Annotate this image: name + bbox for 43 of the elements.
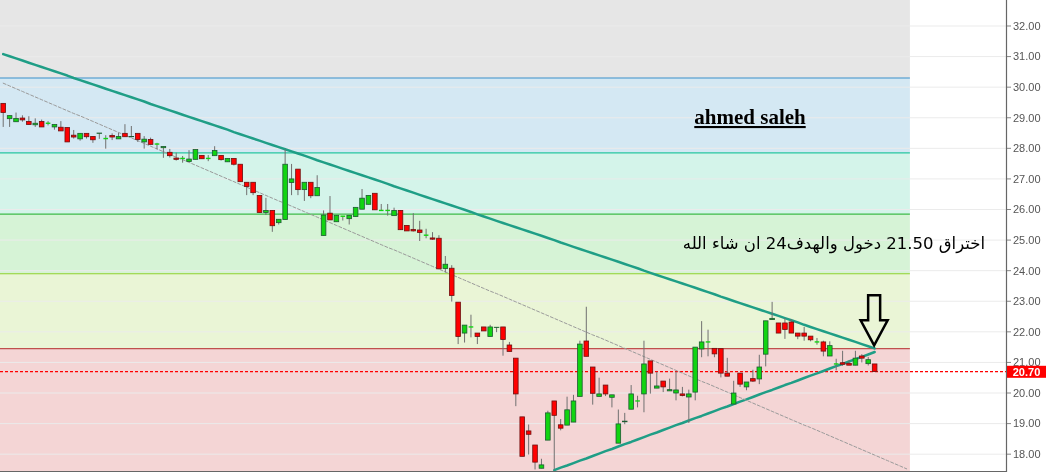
y-tick-label: 20.00: [1013, 386, 1041, 399]
candlestick: [153, 142, 160, 150]
candlestick: [500, 326, 506, 357]
y-tick-label: 19.00: [1013, 417, 1041, 430]
candlestick: [327, 195, 333, 221]
candlestick: [769, 301, 775, 321]
y-tick-label: 24.00: [1013, 264, 1041, 277]
candlestick: [730, 380, 737, 405]
candlestick: [160, 146, 167, 159]
candlestick: [647, 360, 654, 395]
candlestick: [122, 123, 128, 138]
y-tick-label: 18.00: [1013, 448, 1041, 461]
annotation: اختراق 21.50 دخول والهدف24 ان شاء الله: [682, 234, 985, 254]
candlestick: [0, 102, 6, 128]
candlestick: [128, 125, 135, 138]
candlestick: [423, 228, 430, 239]
candlestick: [686, 389, 692, 424]
candlestick: [532, 444, 538, 470]
y-tick-label: 28.00: [1013, 142, 1041, 155]
candlestick: [301, 181, 308, 202]
y-tick-label: 29.00: [1013, 111, 1041, 124]
candlestick: [813, 337, 820, 346]
candlestick: [269, 209, 276, 233]
candlestick: [609, 394, 615, 408]
y-tick-label: 31.00: [1013, 50, 1041, 63]
candlestick: [295, 168, 301, 196]
y-tick-label: 25.00: [1013, 233, 1041, 246]
candlestick: [551, 400, 557, 470]
y-tick-label: 32.00: [1013, 19, 1041, 32]
candlestick: [263, 197, 269, 216]
y-tick-label: 26.00: [1013, 203, 1041, 216]
annotation: ahmed saleh: [694, 105, 807, 129]
candlestick: [583, 306, 590, 357]
y-tick-label: 23.00: [1013, 295, 1041, 308]
candlestick: [596, 377, 602, 397]
y-tick-label: 27.00: [1013, 172, 1041, 185]
candlestick: [615, 409, 622, 444]
candlestick: [320, 209, 327, 236]
y-tick-label: 30.00: [1013, 81, 1041, 94]
candlestick: [109, 132, 115, 141]
candlestick: [756, 354, 763, 385]
candlestick: [314, 174, 320, 197]
y-tick-label: 22.00: [1013, 325, 1041, 338]
